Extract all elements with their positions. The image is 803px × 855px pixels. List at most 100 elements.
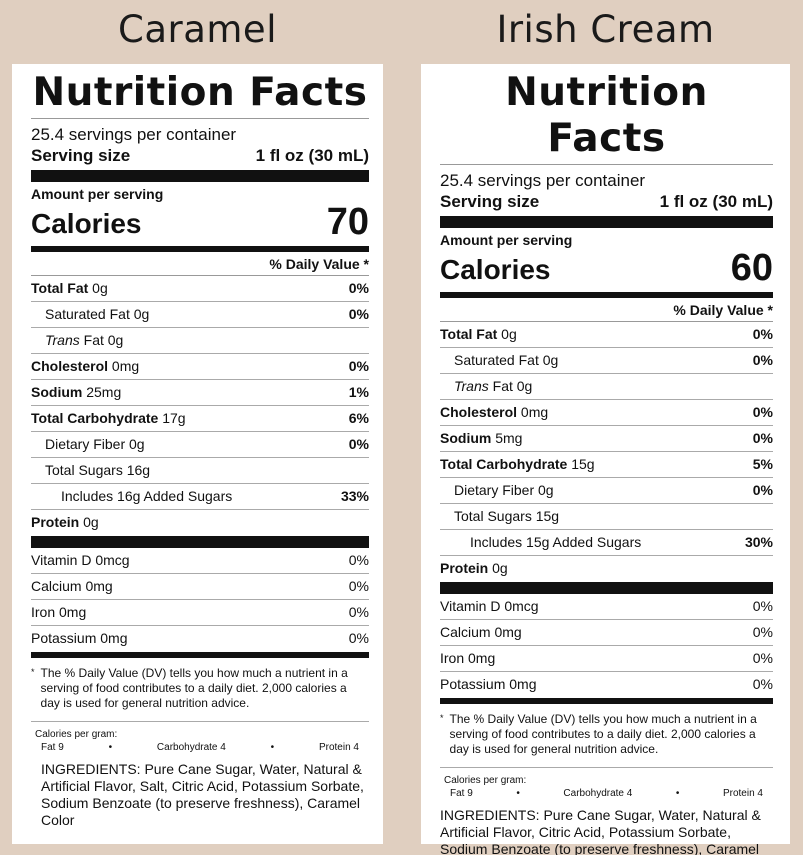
nutrient-row: Cholesterol 0mg 0% (440, 400, 773, 426)
ingredients: INGREDIENTS: Pure Cane Sugar, Water, Nat… (31, 761, 369, 829)
flavor-title-irish-cream: Irish Cream (496, 8, 715, 51)
nutrient-amount: 0mg (108, 358, 140, 374)
ingredients-text: Pure Cane Sugar, Water, Natural & Artifi… (440, 807, 761, 855)
nutrient-daily-value: 0% (348, 436, 369, 452)
serving-size-value: 1 fl oz (30 mL) (659, 192, 773, 211)
vitamin-name: Vitamin D 0mcg (31, 552, 130, 568)
nutrient-name: Total Carbohydrate (31, 410, 159, 426)
vitamin-row: Vitamin D 0mcg 0% (440, 594, 773, 620)
amount-per-serving: Amount per serving (440, 232, 573, 248)
footnote-asterisk: * (440, 713, 444, 723)
serving-size-value: 1 fl oz (30 mL) (255, 146, 369, 165)
nutrient-row: Dietary Fiber 0g 0% (440, 478, 773, 504)
nutrient-label: Cholesterol 0mg (31, 354, 139, 379)
cpg-carbohydrate: Carbohydrate 4 (156, 742, 226, 753)
serving-size-label: Serving size (440, 192, 540, 211)
nutrient-label: Dietary Fiber 0g (45, 432, 145, 457)
nutrient-label: Total Sugars 15g (454, 504, 559, 529)
calories-label: Calories (31, 208, 142, 239)
nutrient-daily-value: 6% (348, 410, 369, 426)
footnote-text: The % Daily Value (DV) tells you how muc… (40, 666, 348, 710)
nutrient-name: Trans (45, 332, 80, 348)
nutrient-label: Includes 15g Added Sugars (470, 530, 641, 555)
cpg-bullet: • (516, 788, 520, 799)
divider-thick (31, 536, 369, 548)
footnote-text: The % Daily Value (DV) tells you how muc… (449, 712, 757, 756)
nutrient-label: Trans Fat 0g (45, 328, 123, 353)
serving-size-row: Serving size 1 fl oz (30 mL) (31, 145, 369, 167)
serving-size-label: Serving size (31, 146, 131, 165)
nutrient-name: Trans (454, 378, 489, 394)
vitamin-daily-value: 0% (348, 630, 369, 646)
cpg-protein: Protein 4 (318, 742, 359, 753)
nutrient-name: Protein (31, 514, 80, 530)
nutrient-label: Protein 0g (31, 510, 99, 536)
calories-label: Calories (440, 254, 551, 285)
nutrient-label: Total Fat 0g (440, 322, 517, 347)
nutrient-row: Includes 15g Added Sugars 30% (440, 530, 773, 556)
vitamin-row: Iron 0mg 0% (31, 600, 369, 626)
nutrient-row: Total Carbohydrate 15g 5% (440, 452, 773, 478)
nutrient-name: Total Carbohydrate (440, 456, 568, 472)
nutrient-daily-value: 5% (752, 456, 773, 472)
nutrient-name: Includes 15g Added Sugars (470, 534, 642, 550)
vitamin-daily-value: 0% (348, 604, 369, 620)
nutrient-label: Total Carbohydrate 15g (440, 452, 595, 477)
calories-row: Calories 60 (440, 248, 773, 288)
nutrient-label: Cholesterol 0mg (440, 400, 548, 425)
calories-row: Calories 70 (31, 202, 369, 242)
nutrient-daily-value: 0% (752, 482, 773, 498)
divider-medium (440, 698, 773, 704)
nutrient-name: Saturated Fat 0g (45, 306, 150, 322)
nutrient-row: Sodium 5mg 0% (440, 426, 773, 452)
nutrient-label: Saturated Fat 0g (454, 348, 558, 373)
nutrient-daily-value: 33% (340, 488, 369, 504)
divider-thick (440, 216, 773, 228)
nutrient-label: Dietary Fiber 0g (454, 478, 554, 503)
vitamin-name: Potassium 0mg (440, 676, 537, 692)
nutrient-daily-value: 30% (744, 534, 773, 550)
nutrient-label: Includes 16g Added Sugars (61, 484, 232, 509)
nutrient-amount: 0g (488, 560, 508, 576)
calories-per-gram-label: Calories per gram: (444, 775, 527, 786)
amount-per-serving: Amount per serving (31, 186, 164, 202)
vitamin-name: Calcium 0mg (31, 578, 113, 594)
nutrient-name: Saturated Fat 0g (454, 352, 559, 368)
vitamin-row: Calcium 0mg 0% (440, 620, 773, 646)
calories-value: 70 (326, 201, 369, 243)
cpg-fat: Fat 9 (41, 742, 64, 753)
nutrient-row: Total Fat 0g 0% (31, 276, 369, 302)
nutrient-name: Cholesterol (440, 404, 518, 420)
nutrient-daily-value: 0% (752, 352, 773, 368)
nutrient-label: Protein 0g (440, 556, 508, 582)
vitamin-name: Vitamin D 0mcg (440, 598, 539, 614)
cpg-carbohydrate: Carbohydrate 4 (563, 788, 633, 799)
nutrient-name: Cholesterol (31, 358, 109, 374)
vitamin-daily-value: 0% (752, 598, 773, 614)
vitamin-row: Iron 0mg 0% (440, 646, 773, 672)
vitamin-daily-value: 0% (348, 552, 369, 568)
vitamin-row: Potassium 0mg 0% (440, 672, 773, 698)
nutrient-amount: Fat 0g (488, 378, 533, 394)
nutrient-name: Total Fat (31, 280, 89, 296)
vitamin-name: Iron 0mg (440, 650, 496, 666)
daily-value-footnote: * The % Daily Value (DV) tells you how mu… (31, 658, 369, 722)
nutrient-row: Cholesterol 0mg 0% (31, 354, 369, 380)
nutrient-row: Trans Fat 0g (31, 328, 369, 354)
ingredients-label: INGREDIENTS: (41, 761, 141, 777)
ingredients-label: INGREDIENTS: (440, 807, 540, 823)
cpg-bullet: • (270, 742, 275, 753)
nutrient-daily-value: 0% (348, 306, 369, 322)
nutrient-row: Total Sugars 16g (31, 458, 369, 484)
nutrient-name: Dietary Fiber 0g (45, 436, 145, 452)
nutrient-row: Total Fat 0g 0% (440, 322, 773, 348)
nutrient-row: Total Sugars 15g (440, 504, 773, 530)
cpg-bullet: • (675, 788, 680, 799)
cpg-fat: Fat 9 (450, 788, 473, 799)
servings-per-container: 25.4 servings per container (440, 171, 646, 190)
divider-medium (31, 246, 369, 252)
nutrient-row: Saturated Fat 0g 0% (440, 348, 773, 374)
nutrient-amount: 0g (497, 326, 517, 342)
nutrition-label-irish-cream: Nutrition Facts 25.4 servings per contain… (421, 64, 790, 855)
nutrient-amount: 15g (567, 456, 595, 472)
